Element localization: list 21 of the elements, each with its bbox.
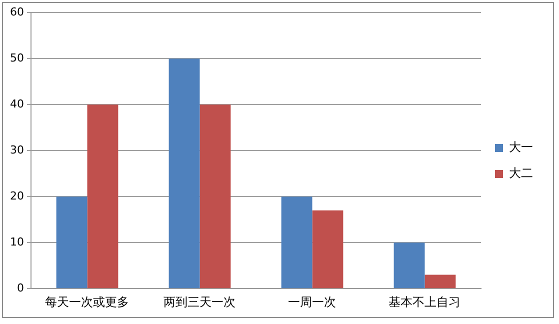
bar: [312, 210, 344, 288]
bar: [281, 196, 312, 288]
bar: [394, 242, 425, 288]
x-tick-label: 基本不上自习: [388, 294, 461, 309]
x-tick-label: 一周一次: [288, 294, 336, 309]
bar: [56, 196, 88, 288]
legend-label: 大一: [509, 140, 533, 154]
y-tick-label: 60: [10, 5, 24, 18]
y-tick-label: 20: [10, 189, 24, 202]
bar: [424, 274, 456, 288]
bar: [200, 104, 231, 288]
y-tick-label: 30: [10, 143, 24, 156]
y-tick-label: 0: [16, 281, 24, 294]
y-tick-label: 10: [10, 235, 24, 248]
y-tick-label: 40: [10, 97, 24, 110]
legend-label: 大二: [509, 166, 533, 180]
y-tick-label: 50: [10, 51, 24, 64]
bar: [168, 58, 200, 288]
x-tick-label: 每天一次或更多: [45, 294, 130, 309]
bar: [87, 104, 118, 288]
x-tick-label: 两到三天一次: [164, 294, 236, 309]
